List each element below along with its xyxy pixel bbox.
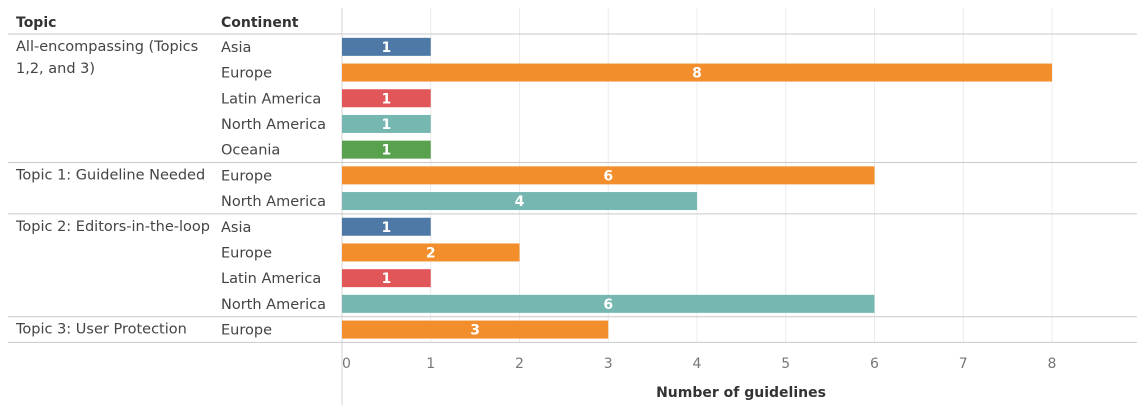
topic-label: Topic 1: Guideline Needed: [15, 168, 205, 184]
topic-column-header: Topic: [16, 15, 56, 31]
bar-value-label: 6: [603, 168, 613, 184]
continent-column-header: Continent: [221, 15, 299, 31]
bar: [342, 320, 609, 339]
x-tick-label: 6: [870, 356, 879, 372]
bar: [342, 294, 875, 313]
x-axis: 0123456789: [342, 356, 1137, 372]
bar: [342, 192, 697, 211]
bar-value-label: 6: [603, 297, 613, 313]
bar: [342, 89, 431, 108]
bar: [342, 140, 431, 159]
bar: [342, 37, 431, 56]
topic-label: Topic 2: Editors-in-the-loop: [15, 219, 210, 235]
continent-label: Oceania: [221, 143, 280, 159]
x-tick-label: 1: [426, 356, 435, 372]
continent-label: Asia: [221, 220, 251, 236]
bar-value-label: 3: [470, 323, 480, 339]
bar: [342, 166, 875, 185]
x-axis-title: Number of guidelines: [656, 385, 826, 401]
x-tick-label: 8: [1048, 356, 1057, 372]
bar-value-label: 1: [382, 143, 392, 159]
bar-value-label: 1: [382, 220, 392, 236]
bar-value-label: 4: [515, 194, 525, 210]
continent-label: Europe: [221, 323, 272, 339]
x-tick-label: 5: [781, 356, 790, 372]
continent-label: Latin America: [221, 91, 321, 107]
topic-label: 1,2, and 3): [16, 61, 95, 77]
bar: [342, 243, 520, 262]
continent-label: North America: [221, 194, 326, 210]
bar-value-label: 1: [382, 91, 392, 107]
bar-value-label: 8: [692, 66, 702, 82]
bar: [342, 114, 431, 133]
continent-label: Asia: [221, 40, 251, 56]
x-tick-label: 3: [604, 356, 613, 372]
bar-value-label: 1: [382, 117, 392, 133]
continent-label: North America: [221, 117, 326, 133]
row-labels: All-encompassing (Topics 1,2, and 3) Asia E…: [15, 39, 326, 339]
bar: [342, 217, 431, 236]
continent-label: Latin America: [221, 271, 321, 287]
continent-label: North America: [221, 297, 326, 313]
x-tick-label: 7: [959, 356, 968, 372]
continent-label: Europe: [221, 66, 272, 82]
bars: 1 8 1 1 1 6 4 1 2 1 6 3: [342, 37, 1052, 339]
bar: [342, 63, 1052, 82]
x-tick-label: 4: [693, 356, 702, 372]
bar-value-label: 1: [382, 40, 392, 56]
bar-value-label: 1: [382, 271, 392, 287]
bar-value-label: 2: [426, 245, 436, 261]
continent-label: Europe: [221, 245, 272, 261]
topic-label: Topic 3: User Protection: [15, 322, 187, 338]
group-separators: [8, 8, 1137, 405]
bar: [342, 269, 431, 288]
topic-label: All-encompassing (Topics: [16, 39, 198, 55]
x-tick-label: 0: [342, 356, 351, 372]
continent-label: Europe: [221, 168, 272, 184]
x-tick-label: 2: [515, 356, 524, 372]
